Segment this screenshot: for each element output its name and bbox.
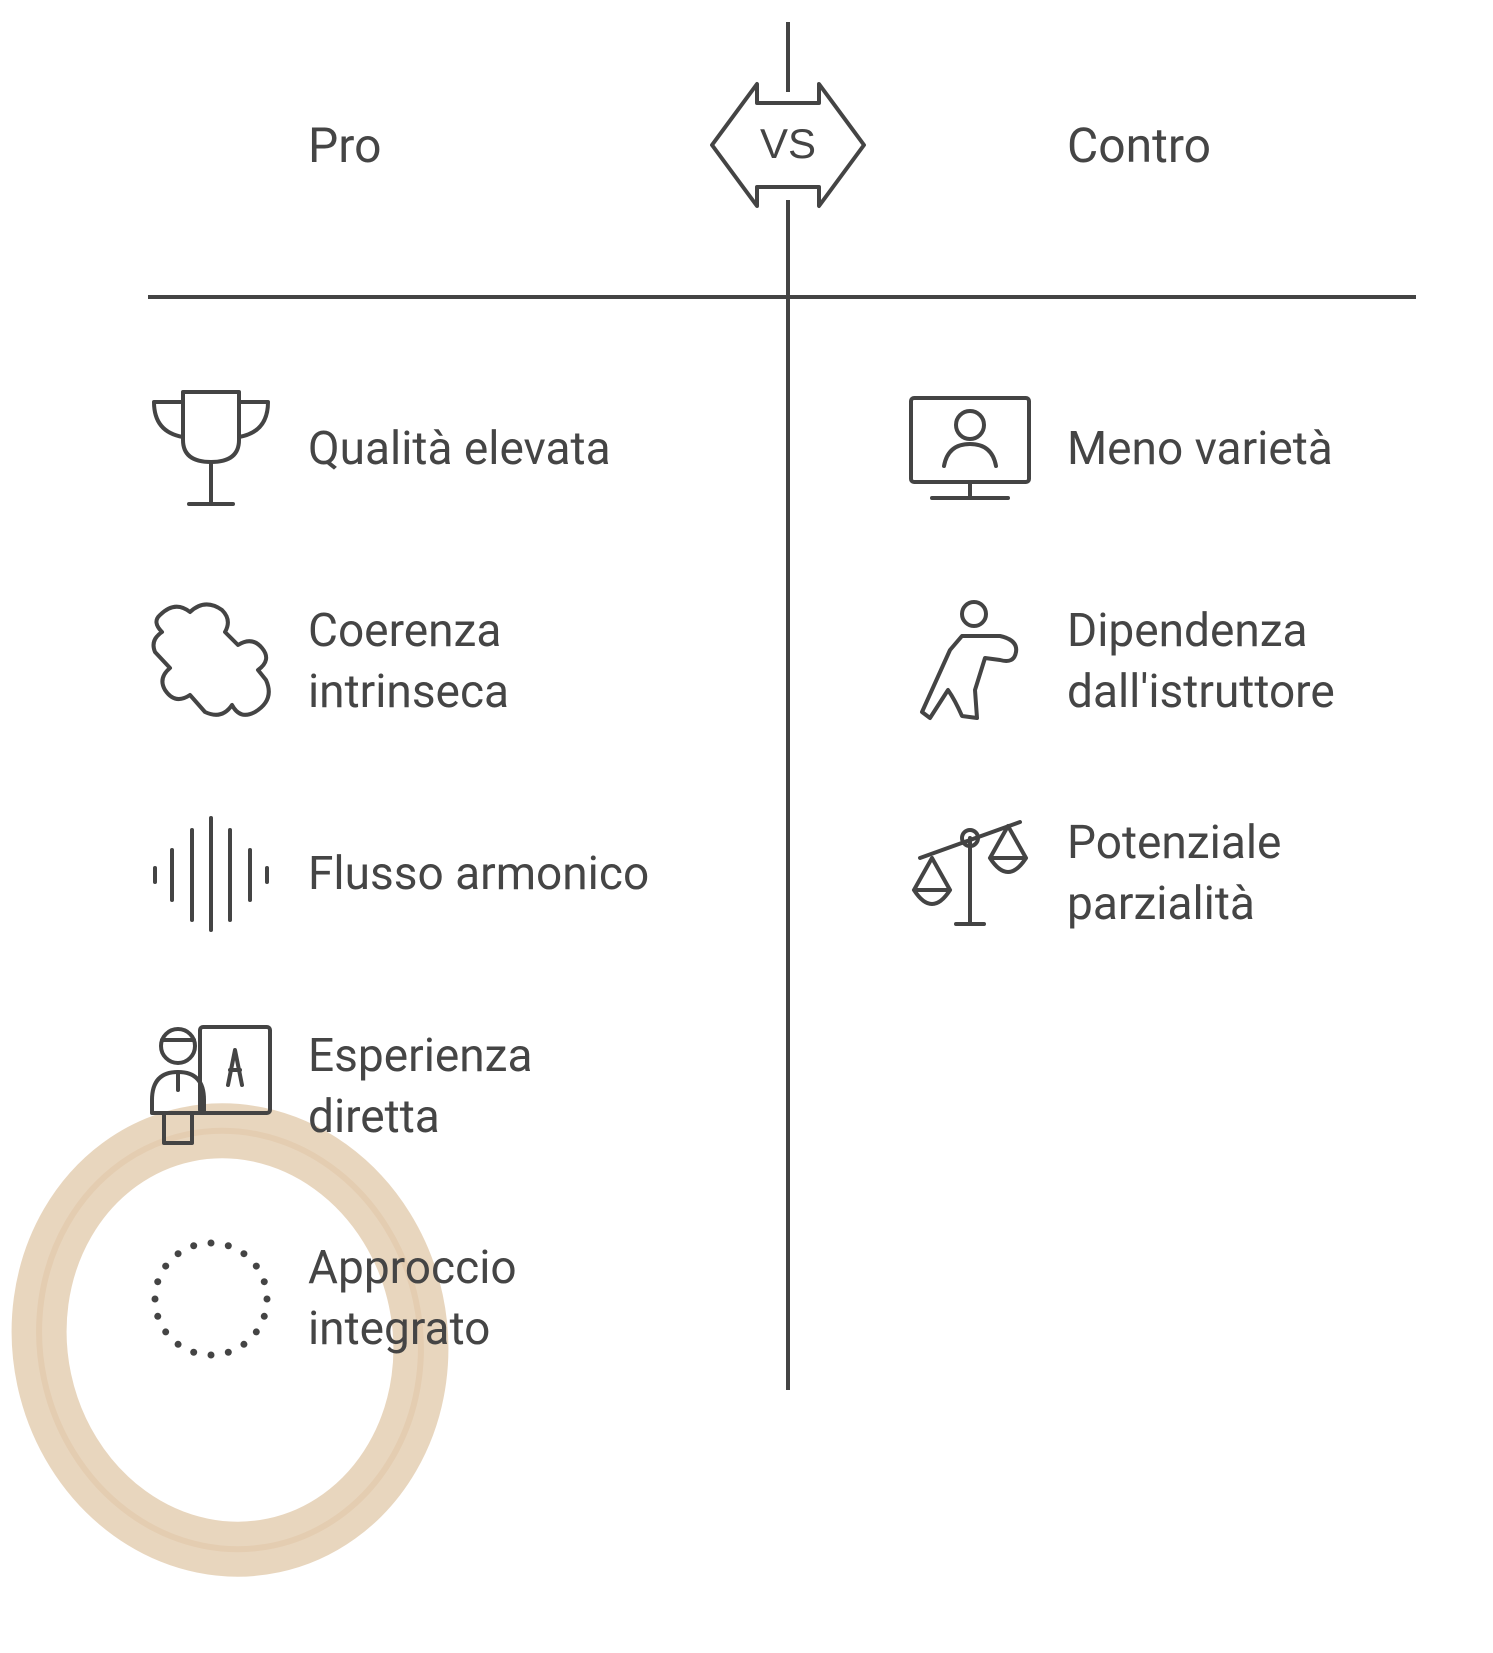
dot <box>224 1242 232 1250</box>
dot <box>207 1351 215 1359</box>
dot <box>260 1312 268 1320</box>
dot <box>190 1348 198 1356</box>
vs-label: VS <box>760 120 816 167</box>
dot <box>190 1242 198 1250</box>
contro-item: Dipendenza dall'istruttore <box>1067 604 1335 719</box>
trophy-icon <box>152 390 270 506</box>
contro-title: Contro <box>1067 117 1211 174</box>
dot <box>207 1239 215 1247</box>
pro-item: Coerenza intrinseca <box>308 604 510 719</box>
dot <box>162 1328 170 1336</box>
dot <box>240 1340 248 1348</box>
dot <box>224 1348 232 1356</box>
scales-icon <box>912 820 1028 926</box>
puzzle-icon <box>151 602 271 717</box>
sound-icon <box>153 816 269 932</box>
pro-item: Esperienza diretta <box>308 1029 533 1144</box>
contro-item: Potenziale parzialità <box>1067 816 1282 931</box>
dot <box>162 1262 170 1270</box>
dot <box>154 1312 162 1320</box>
dot <box>252 1328 260 1336</box>
pro-item: Approccio integrato <box>308 1241 517 1356</box>
dot <box>252 1262 260 1270</box>
dot <box>263 1295 271 1303</box>
dot <box>240 1250 248 1258</box>
contro-item: Meno varietà <box>1067 421 1333 476</box>
vs-badge <box>710 82 866 208</box>
dot <box>151 1295 159 1303</box>
dotted-circle-icon <box>151 1239 271 1359</box>
pro-item: Qualità elevata <box>308 421 611 476</box>
dot <box>154 1278 162 1286</box>
dot <box>174 1340 182 1348</box>
dot <box>260 1278 268 1286</box>
pro-item: Flusso armonico <box>308 846 650 901</box>
dot <box>174 1250 182 1258</box>
teacher-icon <box>150 1025 272 1145</box>
runner-icon <box>920 600 1019 720</box>
stain <box>11 1103 449 1577</box>
monitor-icon <box>909 396 1031 500</box>
pro-title: Pro <box>308 117 382 174</box>
